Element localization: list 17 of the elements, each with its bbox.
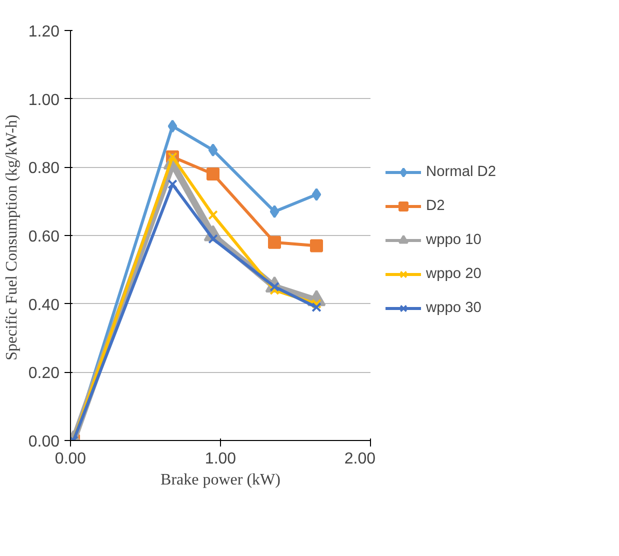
y-tick-label: 1.00	[28, 92, 60, 109]
legend-label: Normal D2	[426, 164, 496, 180]
x-tick-label: 0.00	[54, 450, 86, 468]
x-tick-label: 2.00	[344, 450, 376, 468]
legend-label: wppo 30	[426, 300, 482, 316]
x-tick-label: 1.00	[204, 450, 236, 468]
y-tick-label: 0.40	[28, 296, 60, 314]
legend-label: wppo 20	[426, 266, 482, 282]
y-tick-label: 1.20	[28, 24, 60, 40]
y-tick-label: 0.80	[28, 160, 60, 178]
y-tick-label: 0.00	[28, 434, 60, 450]
legend-label: D2	[426, 198, 446, 214]
y-tick-label: 0.60	[28, 228, 60, 246]
y-axis-title: Specific Fuel Consumption (kg/kW-h)	[3, 114, 20, 360]
y-tick-label: 0.20	[28, 365, 60, 382]
legend-label: wppo 10	[426, 232, 482, 248]
x-axis-title: Brake power (kW)	[160, 472, 280, 488]
